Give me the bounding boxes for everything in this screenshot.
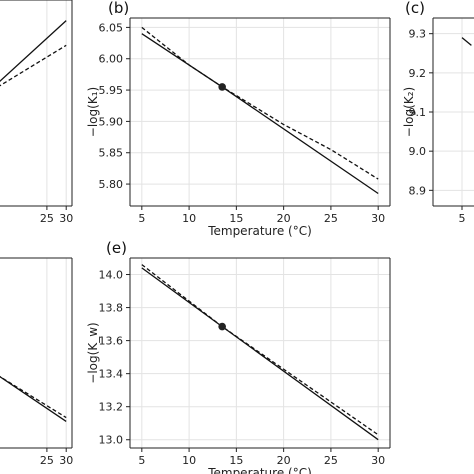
- x-tick-label: 30: [59, 454, 73, 467]
- x-tick-label: 15: [229, 454, 243, 467]
- y-axis-title: −log(K_w): [86, 322, 100, 383]
- x-tick-label: 25: [40, 454, 54, 467]
- series-group: [0, 375, 67, 422]
- y-tick-label: 13.4: [99, 368, 124, 381]
- x-tick-label: 25: [40, 212, 54, 225]
- series-line-dashed: [0, 44, 67, 87]
- series-line-dashed: [141, 26, 379, 180]
- data-point-marker: [218, 322, 226, 331]
- chart-panel-2: 5 10 15 20 25 30 5.80 5.85 5.90 5.95 6.00 6.05 Tempe…: [86, 0, 391, 238]
- x-tick-label: 25: [324, 454, 338, 467]
- y-tick-label: 13.2: [99, 401, 124, 414]
- y-tick-label: 9.1: [409, 106, 427, 119]
- series-line-solid: [0, 20, 67, 83]
- gridlines: [46, 0, 67, 206]
- gridlines: [130, 18, 390, 206]
- y-axis-title: −log(K₁): [86, 87, 100, 137]
- series-group: [461, 37, 472, 46]
- y-tick-label: 5.80: [99, 178, 124, 191]
- x-tick-label: 30: [371, 454, 385, 467]
- y-tick-label: 5.95: [99, 84, 124, 97]
- series-line-solid: [141, 267, 379, 441]
- y-tick-label: 13.6: [99, 335, 124, 348]
- data-point-marker: [218, 83, 226, 91]
- y-tick-label: 9.2: [409, 67, 427, 80]
- y-tick-label: 5.90: [99, 115, 124, 128]
- panel-label: (c): [405, 0, 425, 17]
- x-tick-label: 20: [277, 454, 291, 467]
- y-tick-label: 13.0: [99, 434, 124, 447]
- series-line-solid: [0, 375, 67, 422]
- x-tick-label: 25: [324, 212, 338, 225]
- chart-panel-1: 25 30: [0, 0, 73, 225]
- x-tick-label: 5: [459, 212, 466, 225]
- panel-label: (e): [106, 239, 127, 257]
- series-group: [141, 264, 379, 441]
- chart-panel-3: 5 8.9 9.0 9.1 9.2 9.3 −log(K₂) (c): [402, 0, 474, 225]
- y-tick-label: 9.3: [409, 28, 427, 41]
- x-axis-title: Temperature (°C): [207, 466, 312, 474]
- x-tick-label: 5: [138, 212, 145, 225]
- y-tick-label: 13.8: [99, 302, 124, 315]
- x-tick-label: 30: [371, 212, 385, 225]
- chart-panel-4: 25 30: [0, 257, 73, 467]
- x-tick-label: 5: [138, 454, 145, 467]
- series-group: [0, 20, 67, 87]
- y-axis-title: −log(K₂): [402, 87, 416, 137]
- x-tick-label: 20: [277, 212, 291, 225]
- y-tick-label: 8.9: [409, 184, 427, 197]
- y-tick-label: 14.0: [99, 269, 124, 282]
- y-tick-label: 9.0: [409, 145, 427, 158]
- series-line-dashed: [0, 375, 67, 419]
- panel-label: (b): [108, 0, 129, 17]
- x-axis-title: Temperature (°C): [207, 224, 312, 238]
- y-tick-label: 5.85: [99, 147, 124, 160]
- x-tick-label: 10: [182, 212, 196, 225]
- gridlines: [433, 18, 474, 206]
- gridlines: [130, 258, 390, 448]
- y-tick-label: 6.05: [99, 21, 124, 34]
- series-line-solid: [141, 33, 379, 195]
- x-tick-label: 15: [229, 212, 243, 225]
- series-group: [141, 26, 379, 195]
- series-line-dashed: [141, 264, 379, 436]
- x-tick-label: 30: [59, 212, 73, 225]
- chart-panel-5: 5 10 15 20 25 30 13.0 13.2 13.4 13.6 13.8 14.0 Tempe…: [86, 239, 391, 474]
- series-line-solid: [461, 37, 472, 46]
- x-tick-label: 10: [182, 454, 196, 467]
- y-tick-label: 6.00: [99, 53, 124, 66]
- gridlines: [46, 258, 67, 448]
